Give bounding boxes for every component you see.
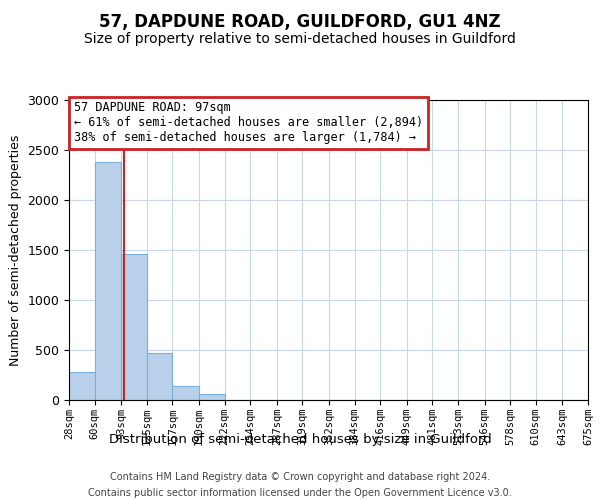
Y-axis label: Number of semi-detached properties: Number of semi-detached properties	[9, 134, 22, 366]
Bar	[69, 372, 95, 400]
Text: Contains HM Land Registry data © Crown copyright and database right 2024.: Contains HM Land Registry data © Crown c…	[110, 472, 490, 482]
Text: Distribution of semi-detached houses by size in Guildford: Distribution of semi-detached houses by …	[109, 432, 491, 446]
Bar	[147, 353, 172, 400]
Bar	[199, 394, 224, 400]
Bar	[95, 162, 121, 400]
Bar	[121, 254, 147, 400]
Text: Contains public sector information licensed under the Open Government Licence v3: Contains public sector information licen…	[88, 488, 512, 498]
Bar	[172, 386, 199, 400]
Text: 57 DAPDUNE ROAD: 97sqm
← 61% of semi-detached houses are smaller (2,894)
38% of : 57 DAPDUNE ROAD: 97sqm ← 61% of semi-det…	[74, 102, 424, 144]
Text: Size of property relative to semi-detached houses in Guildford: Size of property relative to semi-detach…	[84, 32, 516, 46]
Text: 57, DAPDUNE ROAD, GUILDFORD, GU1 4NZ: 57, DAPDUNE ROAD, GUILDFORD, GU1 4NZ	[99, 12, 501, 30]
